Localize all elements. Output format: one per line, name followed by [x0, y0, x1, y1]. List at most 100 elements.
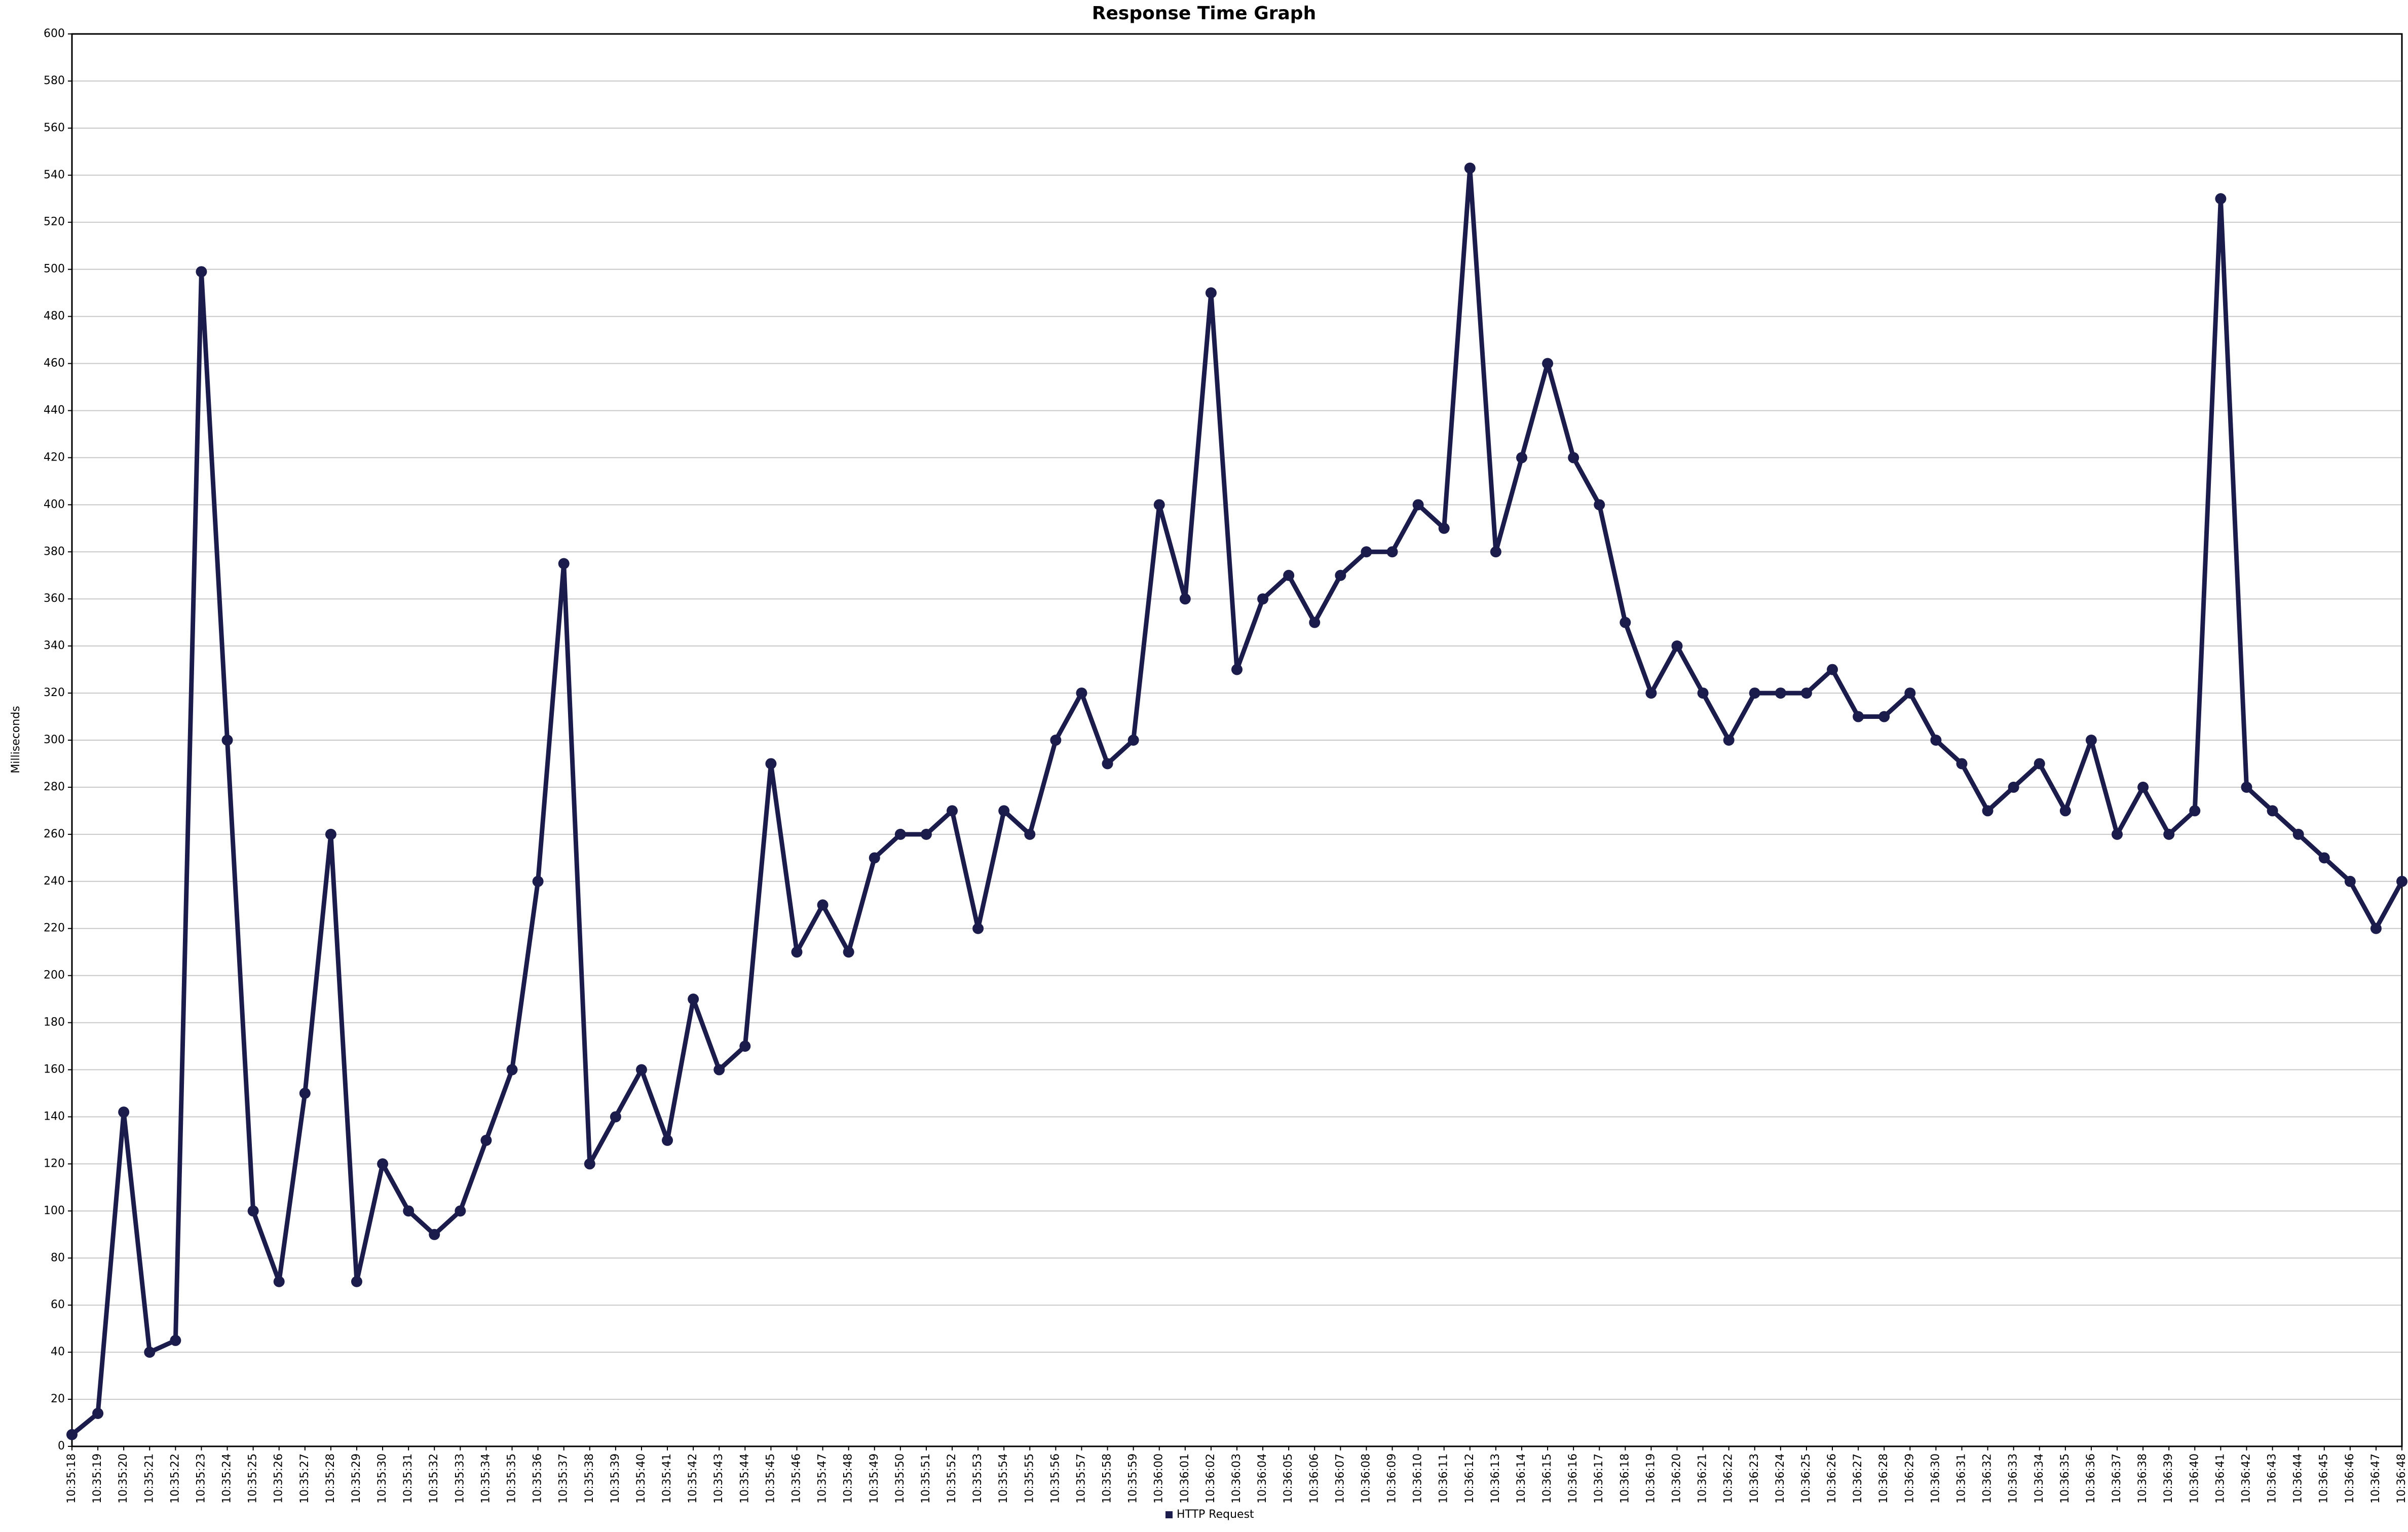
- x-tick-label: 10:36:07: [1334, 1453, 1346, 1504]
- data-point: [144, 1347, 156, 1358]
- data-point: [455, 1205, 466, 1217]
- data-point: [1956, 758, 1968, 770]
- data-point: [1257, 593, 1269, 605]
- x-tick-label: 10:35:28: [324, 1453, 337, 1504]
- y-tick-label: 460: [44, 357, 65, 370]
- data-point: [817, 899, 829, 911]
- y-tick-label: 100: [44, 1204, 65, 1217]
- x-tick-label: 10:36:00: [1153, 1453, 1165, 1504]
- x-tick-label: 10:35:24: [221, 1453, 234, 1504]
- data-point: [1542, 358, 1554, 369]
- x-tick-label: 10:36:06: [1308, 1453, 1321, 1504]
- data-point: [1205, 287, 1217, 299]
- y-tick-label: 220: [44, 922, 65, 935]
- data-point: [894, 828, 906, 840]
- data-point: [947, 805, 958, 817]
- data-point: [506, 1064, 518, 1076]
- x-tick-label: 10:35:56: [1049, 1453, 1062, 1504]
- data-point: [1671, 640, 1683, 652]
- x-tick-label: 10:36:18: [1619, 1453, 1631, 1504]
- data-point: [972, 923, 984, 934]
- data-point: [713, 1064, 725, 1076]
- y-tick-label: 140: [44, 1110, 65, 1123]
- x-tick-label: 10:36:38: [2136, 1453, 2149, 1504]
- data-point: [1283, 569, 1295, 581]
- data-point: [2112, 828, 2123, 840]
- data-point: [1490, 546, 1501, 558]
- data-point: [1594, 499, 1605, 511]
- x-tick-label: 10:35:44: [738, 1453, 751, 1504]
- x-tick-label: 10:35:57: [1075, 1453, 1087, 1504]
- data-point: [429, 1229, 440, 1240]
- y-tick-label: 540: [44, 169, 65, 181]
- x-tick-label: 10:36:09: [1386, 1453, 1399, 1504]
- data-point: [2241, 781, 2252, 793]
- x-tick-label: 10:36:08: [1360, 1453, 1372, 1504]
- x-tick-label: 10:35:35: [506, 1453, 518, 1504]
- data-point: [170, 1334, 181, 1346]
- y-tick-label: 60: [51, 1298, 65, 1311]
- x-tick-label: 10:35:49: [868, 1453, 881, 1504]
- data-point: [403, 1205, 415, 1217]
- data-point: [2085, 735, 2097, 746]
- x-tick-label: 10:35:42: [687, 1453, 699, 1504]
- x-tick-label: 10:35:52: [946, 1453, 958, 1504]
- x-tick-label: 10:35:47: [816, 1453, 829, 1504]
- x-tick-label: 10:35:53: [971, 1453, 984, 1504]
- data-point: [1179, 593, 1191, 605]
- x-tick-label: 10:35:59: [1127, 1453, 1140, 1504]
- y-tick-label: 400: [44, 498, 65, 511]
- data-point: [1749, 687, 1760, 699]
- data-point: [2008, 781, 2019, 793]
- data-point: [1982, 805, 1993, 817]
- data-point: [1620, 617, 1631, 628]
- x-tick-label: 10:36:34: [2033, 1453, 2046, 1504]
- x-tick-label: 10:36:13: [1489, 1453, 1502, 1504]
- x-tick-label: 10:36:01: [1179, 1453, 1191, 1504]
- y-tick-label: 0: [58, 1440, 65, 1452]
- data-point: [2318, 852, 2330, 864]
- data-point: [1568, 452, 1579, 464]
- x-tick-label: 10:35:50: [894, 1453, 907, 1504]
- x-tick-label: 10:36:35: [2059, 1453, 2072, 1504]
- data-point: [1231, 664, 1243, 675]
- data-point: [1723, 735, 1735, 746]
- data-point: [1309, 617, 1321, 628]
- x-tick-label: 10:35:26: [273, 1453, 285, 1504]
- y-tick-label: 360: [44, 592, 65, 605]
- data-point: [2267, 805, 2278, 817]
- y-tick-label: 420: [44, 451, 65, 464]
- y-tick-label: 240: [44, 875, 65, 888]
- y-tick-label: 200: [44, 969, 65, 982]
- data-point: [1412, 499, 1424, 511]
- data-point: [662, 1134, 673, 1146]
- x-tick-label: 10:35:54: [997, 1453, 1010, 1504]
- y-tick-label: 280: [44, 781, 65, 793]
- data-point: [92, 1407, 104, 1419]
- x-tick-label: 10:36:11: [1438, 1453, 1450, 1504]
- x-tick-label: 10:36:30: [1929, 1453, 1942, 1504]
- y-tick-label: 340: [44, 639, 65, 652]
- data-point: [791, 946, 803, 958]
- x-tick-label: 10:35:18: [65, 1453, 78, 1504]
- x-tick-label: 10:36:17: [1593, 1453, 1605, 1504]
- data-point: [1930, 735, 1942, 746]
- y-tick-label: 80: [51, 1251, 65, 1264]
- y-tick-label: 580: [44, 74, 65, 87]
- y-tick-label: 480: [44, 310, 65, 323]
- data-point: [1878, 711, 1890, 722]
- x-tick-label: 10:35:20: [117, 1453, 130, 1504]
- data-point: [869, 852, 880, 864]
- y-tick-label: 20: [51, 1393, 65, 1405]
- data-point: [1853, 711, 1864, 722]
- chart-title: Response Time Graph: [1092, 3, 1316, 24]
- x-tick-label: 10:35:38: [583, 1453, 596, 1504]
- data-point: [1904, 687, 1916, 699]
- data-point: [1775, 687, 1786, 699]
- x-tick-label: 10:35:30: [376, 1453, 389, 1504]
- data-point: [2344, 875, 2356, 887]
- x-tick-label: 10:36:27: [1852, 1453, 1864, 1504]
